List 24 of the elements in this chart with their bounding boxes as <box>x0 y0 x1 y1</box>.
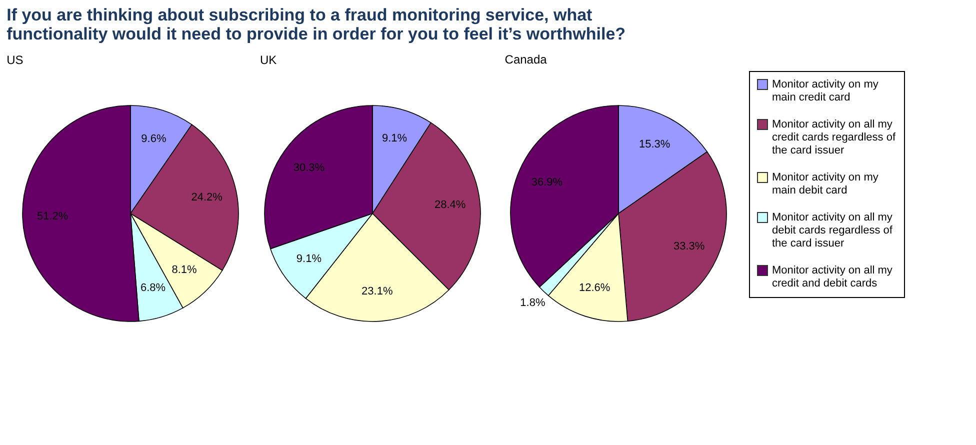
data-label: 8.1% <box>172 264 198 276</box>
data-label: 12.6% <box>579 282 610 294</box>
chart-title: Canada <box>504 52 548 66</box>
legend-label: Monitor activity on all my credit and debit cards <box>772 264 893 290</box>
data-label: 33.3% <box>674 240 705 253</box>
data-label: 15.3% <box>638 138 670 150</box>
data-label: 1.8% <box>520 297 546 310</box>
text: If you are thinking about subscribing to a fraud monitoring service, what functionality would it need to provide in order for you to feel it’s worthwhile? <box>6 6 626 44</box>
legend-label: Monitor activity on all my credit cards regardless of the card issuer <box>772 118 896 156</box>
legend-label: Monitor activity on my main debit card <box>772 172 879 196</box>
data-label: 6.8% <box>140 282 166 294</box>
data-label: 24.2% <box>191 192 223 204</box>
data-label: 9.1% <box>296 252 322 265</box>
data-label: 9.1% <box>382 132 408 145</box>
legend-label: Monitor activity on all my debit cards regardless of the card issuer <box>772 212 894 250</box>
data-label: 9.6% <box>141 133 166 146</box>
data-label: 36.9% <box>531 176 563 188</box>
chart-title: US <box>6 53 24 67</box>
data-label: 51.2% <box>36 210 68 223</box>
data-label: 28.4% <box>434 199 466 212</box>
legend-label: Monitor activity on my main credit card <box>772 78 879 104</box>
data-label: 30.3% <box>293 162 325 174</box>
chart-title: UK <box>260 53 277 67</box>
data-label: 23.1% <box>362 285 393 298</box>
